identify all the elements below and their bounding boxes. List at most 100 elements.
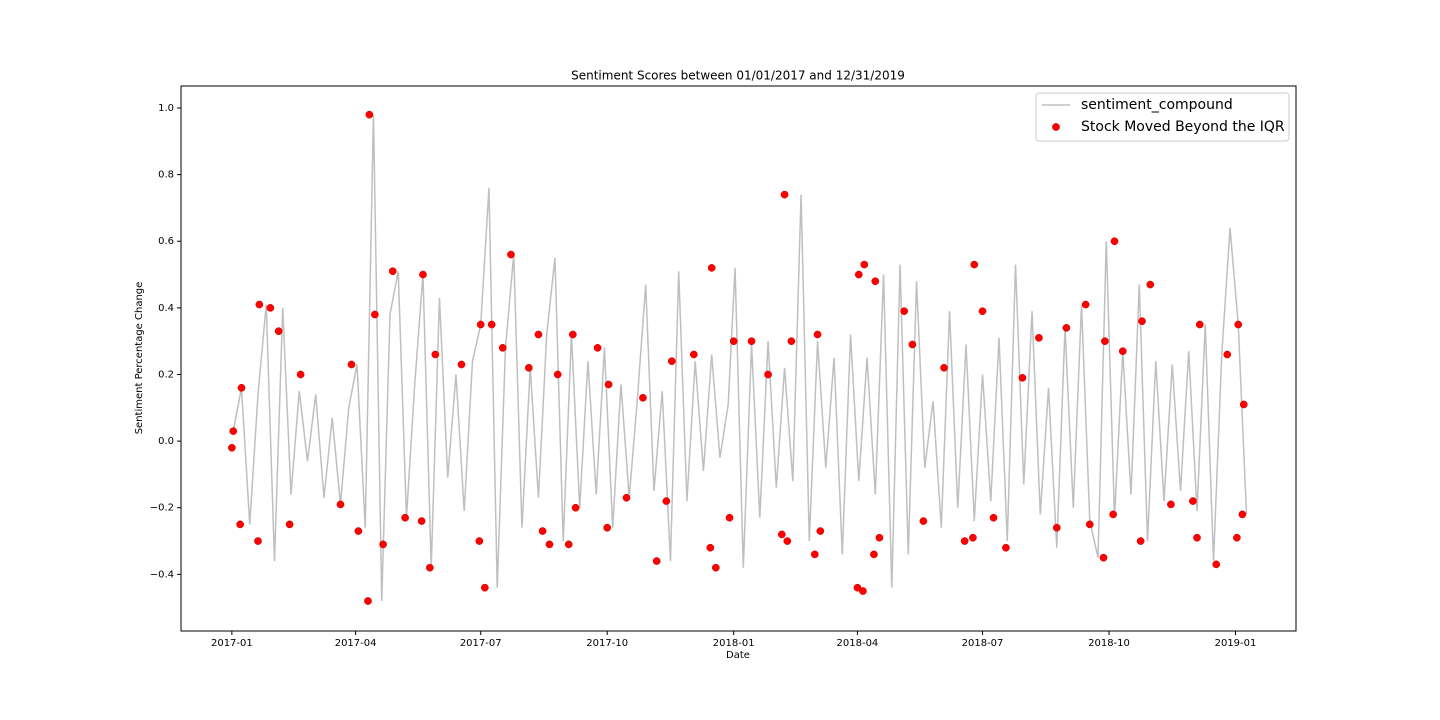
scatter-point	[1085, 520, 1094, 529]
scatter-point	[652, 557, 661, 565]
legend-label: sentiment_compound	[1081, 97, 1233, 113]
y-tick-label: −0.4	[150, 569, 174, 580]
scatter-point	[1081, 300, 1090, 309]
scatter-point	[336, 500, 345, 509]
scatter-point	[401, 513, 409, 522]
scatter-point	[1136, 537, 1145, 545]
x-tick-label: 2017-01	[211, 638, 253, 649]
scatter-point	[764, 370, 772, 379]
scatter-point	[970, 260, 979, 269]
x-tick-label: 2018-10	[1088, 638, 1130, 649]
scatter-point	[364, 597, 372, 605]
scatter-point	[777, 530, 786, 539]
scatter-point	[237, 383, 246, 392]
scatter-point	[1109, 510, 1117, 519]
scatter-point	[379, 540, 387, 549]
scatter-point	[787, 337, 796, 346]
scatter-point	[229, 427, 238, 435]
scatter-point	[960, 537, 969, 545]
x-tick-label: 2018-07	[962, 638, 1004, 649]
scatter-point	[900, 307, 909, 316]
x-tick-label: 2018-04	[837, 638, 879, 649]
scatter-point	[622, 493, 631, 502]
scatter-point	[475, 537, 484, 545]
x-axis-label: Date	[726, 650, 750, 661]
y-tick-label: 1.0	[158, 103, 174, 114]
scatter-point	[285, 520, 294, 529]
scatter-point	[1233, 533, 1241, 542]
scatter-point	[1238, 510, 1247, 519]
scatter-point	[228, 443, 236, 452]
scatter-point	[1118, 347, 1127, 356]
y-tick-label: 0.4	[158, 303, 174, 314]
x-tick-label: 2017-07	[460, 638, 502, 649]
y-tick-label: 0.2	[158, 369, 174, 380]
scatter-point	[1138, 317, 1146, 326]
x-tick-label: 2017-04	[335, 638, 377, 649]
scatter-point	[274, 327, 283, 336]
scatter-point	[783, 537, 792, 545]
scatter-point	[969, 533, 977, 542]
scatter-point	[706, 543, 715, 552]
scatter-point	[487, 320, 496, 329]
scatter-point	[480, 583, 489, 592]
scatter-point	[1193, 533, 1201, 542]
scatter-point	[568, 330, 577, 339]
scatter-point	[639, 393, 647, 402]
scatter-point	[870, 550, 878, 559]
scatter-point	[747, 337, 756, 346]
scatter-point	[780, 190, 789, 199]
x-tick-label: 2019-01	[1215, 638, 1257, 649]
scatter-point	[1035, 333, 1043, 342]
y-tick-label: −0.2	[150, 503, 174, 514]
scatter-point	[604, 380, 613, 389]
scatter-point	[908, 340, 917, 349]
scatter-point	[1234, 320, 1243, 329]
scatter-point	[236, 520, 244, 529]
scatter-point	[603, 523, 612, 532]
scatter-point	[1195, 320, 1204, 329]
scatter-point	[707, 264, 716, 272]
scatter-point	[662, 497, 671, 505]
y-tick-label: 0.8	[158, 170, 174, 181]
scatter-point	[1018, 373, 1027, 382]
scatter-point	[254, 537, 262, 545]
scatter-point	[1099, 553, 1108, 562]
scatter-point	[725, 513, 734, 522]
scatter-point	[296, 370, 305, 379]
x-tick-label: 2018-01	[713, 638, 755, 649]
scatter-point	[810, 550, 819, 559]
scatter-point	[978, 307, 987, 316]
y-axis-label: Sentiment Percentage Change	[134, 282, 145, 435]
scatter-point	[507, 250, 515, 259]
scatter-point	[919, 517, 928, 525]
scatter-point	[553, 370, 562, 379]
scatter-point	[388, 267, 397, 276]
scatter-point	[431, 350, 440, 359]
scatter-point	[1223, 350, 1232, 359]
scatter-point	[711, 563, 720, 572]
scatter-point	[498, 343, 507, 352]
plot-frame	[180, 85, 1297, 632]
scatter-point	[371, 310, 379, 319]
scatter-point	[417, 517, 426, 525]
scatter-point	[476, 320, 485, 329]
legend: sentiment_compound Stock Moved Beyond the…	[1035, 92, 1290, 142]
scatter-point	[255, 300, 264, 309]
scatter-point	[1239, 400, 1248, 409]
scatter-point	[989, 513, 998, 522]
y-tick-label: 0.6	[158, 236, 174, 247]
scatter-point	[564, 540, 573, 549]
scatter-point	[729, 337, 738, 346]
scatter-point	[571, 503, 580, 512]
scatter-point	[860, 260, 869, 269]
scatter-point	[1110, 237, 1119, 246]
scatter-point	[354, 527, 363, 535]
scatter-point	[1167, 500, 1175, 509]
scatter-point	[1212, 560, 1221, 569]
chart-title: Sentiment Scores between 01/01/2017 and …	[571, 69, 905, 83]
scatter-point	[365, 110, 374, 119]
scatter-point	[940, 363, 948, 372]
scatter-point	[425, 563, 434, 572]
